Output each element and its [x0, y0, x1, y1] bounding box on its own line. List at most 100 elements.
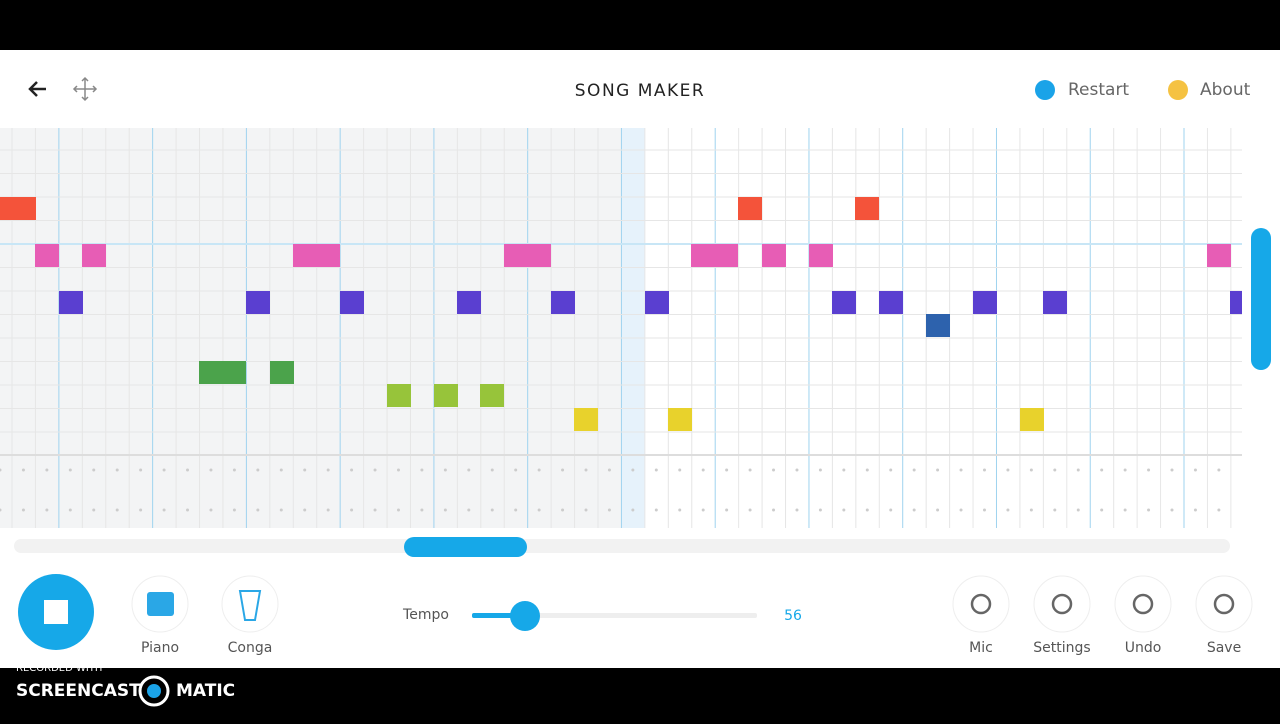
piano-label[interactable]: Piano: [141, 640, 179, 656]
beat-dot: [514, 508, 518, 512]
note: [0, 197, 36, 220]
beat-dot: [889, 468, 893, 472]
note: [574, 408, 598, 431]
beat-dot: [139, 468, 143, 472]
note: [270, 361, 294, 384]
v-scroll-thumb[interactable]: [1251, 228, 1271, 370]
undo-label[interactable]: Undo: [1125, 640, 1162, 656]
beat-dot: [725, 508, 729, 512]
note: [645, 291, 669, 314]
note: [82, 244, 106, 267]
note: [973, 291, 997, 314]
beat-dot: [795, 468, 799, 472]
save-button[interactable]: [1195, 575, 1253, 633]
mic-label[interactable]: Mic: [969, 640, 993, 656]
note: [480, 384, 504, 407]
conga-label[interactable]: Conga: [228, 640, 273, 656]
beat-dot: [865, 508, 869, 512]
beat-dot: [912, 468, 916, 472]
controls: Piano Conga Tempo 56 Mic Settings Undo Save: [18, 574, 1253, 656]
settings-icon: [1051, 593, 1073, 615]
fullscreen-button[interactable]: [72, 76, 98, 102]
beat-dot: [21, 508, 25, 512]
beat-dot: [678, 468, 682, 472]
undo-button[interactable]: [1114, 575, 1172, 633]
beat-dot: [45, 468, 49, 472]
beat-dot: [654, 468, 658, 472]
note: [246, 291, 270, 314]
beat-dot: [232, 508, 236, 512]
beat-dot: [467, 508, 471, 512]
settings-label[interactable]: Settings: [1033, 640, 1090, 656]
watermark-right: MATIC: [176, 681, 235, 701]
beat-dot: [701, 508, 705, 512]
undo-icon: [1132, 593, 1154, 615]
conga-button[interactable]: [221, 575, 279, 633]
restart-icon[interactable]: [1035, 80, 1055, 100]
note: [1020, 408, 1044, 431]
note-grid[interactable]: [0, 128, 1242, 528]
app-title: SONG MAKER: [575, 81, 705, 101]
beat-dot: [1029, 468, 1033, 472]
beat-dot: [936, 468, 940, 472]
beat-dot: [561, 508, 565, 512]
restart-label[interactable]: Restart: [1068, 80, 1129, 100]
beat-dot: [1053, 468, 1057, 472]
save-label[interactable]: Save: [1207, 640, 1241, 656]
note: [504, 244, 551, 267]
beat-dot: [443, 468, 447, 472]
beat-dot: [1170, 468, 1174, 472]
note: [387, 384, 411, 407]
beat-dot: [396, 508, 400, 512]
beat-dot: [1123, 468, 1127, 472]
conga-icon: [238, 590, 262, 621]
tempo-label: Tempo: [402, 607, 449, 623]
note: [691, 244, 738, 267]
note: [668, 408, 692, 431]
about-icon[interactable]: [1168, 80, 1188, 100]
beat-dot: [701, 468, 705, 472]
settings-button[interactable]: [1033, 575, 1091, 633]
h-scroll-thumb[interactable]: [404, 537, 527, 557]
beat-dot: [186, 468, 190, 472]
beat-dot: [0, 468, 2, 472]
beat-dot: [1076, 468, 1080, 472]
note: [926, 314, 950, 337]
beat-dot: [420, 468, 424, 472]
beat-dot: [865, 468, 869, 472]
beat-dot: [982, 468, 986, 472]
note: [1207, 244, 1231, 267]
beat-dot: [1006, 508, 1010, 512]
save-icon: [1213, 593, 1235, 615]
beat-dot: [373, 468, 377, 472]
beat-dot: [92, 468, 96, 472]
header: SONG MAKER Restart About: [28, 76, 1251, 102]
beat-dot: [326, 468, 330, 472]
beat-dot: [303, 508, 307, 512]
beat-dot: [654, 508, 658, 512]
tempo-knob[interactable]: [510, 601, 540, 631]
beat-dot: [1053, 508, 1057, 512]
playback-region: [0, 128, 645, 528]
beat-dot: [607, 508, 611, 512]
beat-dot: [209, 468, 213, 472]
about-label[interactable]: About: [1200, 80, 1251, 100]
beat-dot: [889, 508, 893, 512]
beat-dot: [279, 508, 283, 512]
tempo-value[interactable]: 56: [784, 608, 802, 624]
beat-dot: [1123, 508, 1127, 512]
note: [551, 291, 575, 314]
note: [832, 291, 856, 314]
beat-dot: [1006, 468, 1010, 472]
beat-dot: [982, 508, 986, 512]
back-button[interactable]: [28, 81, 46, 97]
mic-button[interactable]: [952, 575, 1010, 633]
beat-dot: [1100, 468, 1104, 472]
note: [340, 291, 364, 314]
beat-dot: [772, 468, 776, 472]
note: [855, 197, 879, 220]
beat-dot: [45, 508, 49, 512]
watermark-dot: [147, 684, 161, 698]
beat-dot: [303, 468, 307, 472]
beat-dot: [162, 468, 166, 472]
